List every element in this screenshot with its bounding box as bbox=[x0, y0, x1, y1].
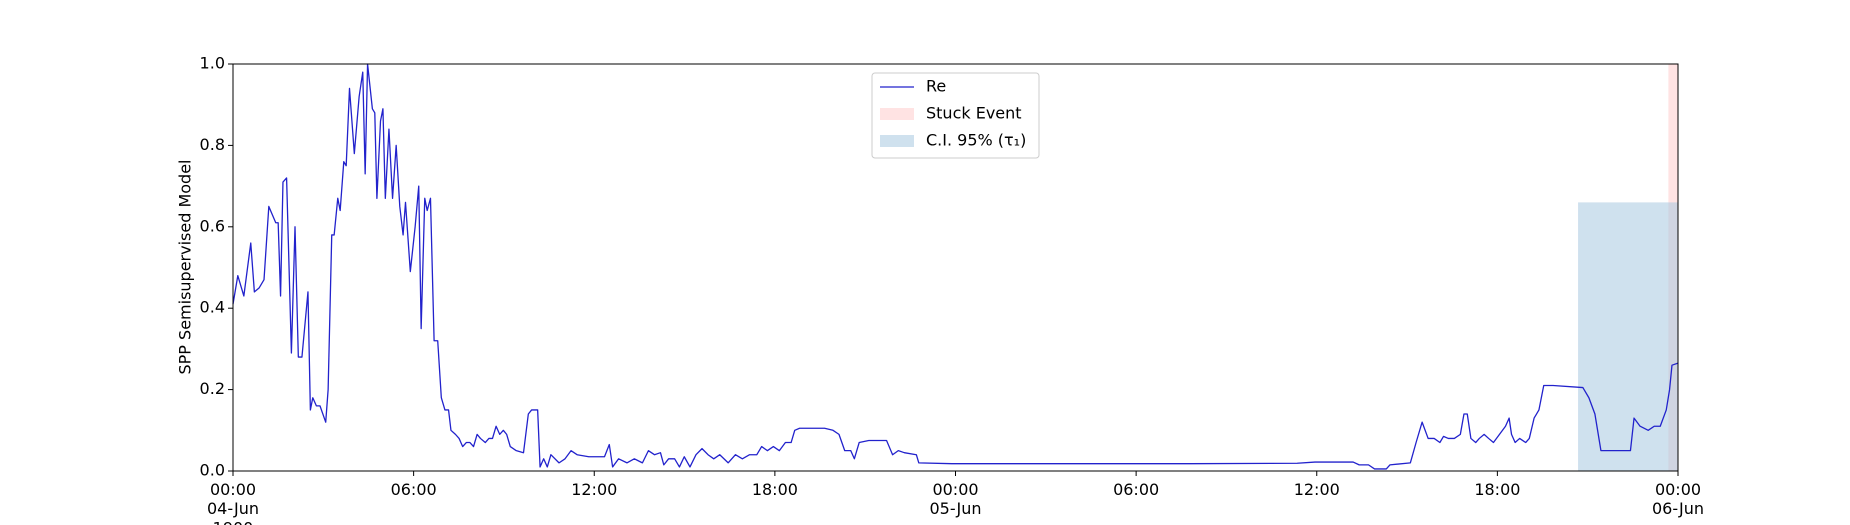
data-line bbox=[232, 63, 1679, 470]
legend-swatch bbox=[880, 135, 914, 147]
x-tick-label: 06:00 bbox=[391, 480, 437, 499]
y-tick-label: 1.0 bbox=[200, 54, 225, 73]
y-tick-label: 0.0 bbox=[200, 461, 225, 480]
x-tick-label: 12:00 bbox=[571, 480, 617, 499]
y-tick-label: 0.2 bbox=[200, 379, 225, 398]
legend-label: Stuck Event bbox=[926, 104, 1022, 123]
x-tick-label: 12:00 bbox=[1294, 480, 1340, 499]
y-tick-label: 0.4 bbox=[200, 298, 225, 317]
legend-label: C.I. 95% (τ₁) bbox=[926, 131, 1026, 150]
y-tick-label: 0.6 bbox=[200, 216, 225, 235]
x-tick-label: 06:00 bbox=[1113, 480, 1159, 499]
x-tick-label: 00:00 05-Jun bbox=[929, 480, 981, 518]
legend-label: Re bbox=[926, 77, 946, 96]
y-axis-label: SPP Semisupervised Model bbox=[176, 160, 195, 375]
x-tick-label: 00:00 06-Jun bbox=[1652, 480, 1704, 518]
span bbox=[1578, 202, 1678, 471]
x-tick-label: 18:00 bbox=[752, 480, 798, 499]
y-tick-label: 0.8 bbox=[200, 135, 225, 154]
x-tick-label: 18:00 bbox=[1474, 480, 1520, 499]
legend-swatch bbox=[880, 108, 914, 120]
